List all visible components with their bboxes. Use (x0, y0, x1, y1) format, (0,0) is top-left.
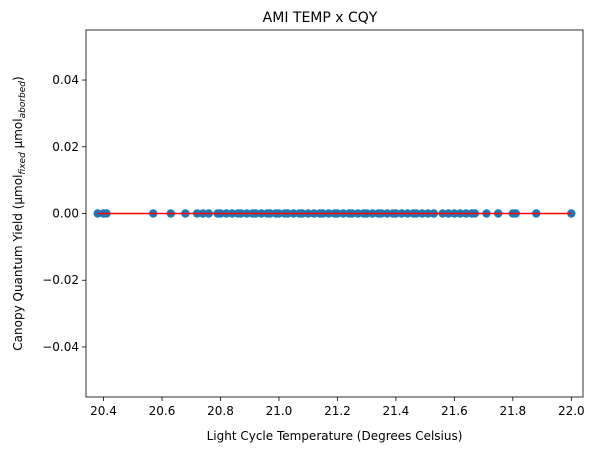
y-axis-label: Canopy Quantum Yield (μmolfixed μmolabor… (11, 76, 28, 350)
chart-title: AMI TEMP x CQY (263, 10, 378, 26)
y-axis-ticks: −0.04 −0.02 0.00 0.02 0.04 (42, 73, 86, 354)
x-tick-label: 21.0 (266, 404, 293, 418)
y-axis-label-prefix: Canopy Quantum Yield (μmol (11, 175, 25, 351)
y-tick-label: 0.02 (52, 140, 79, 154)
x-tick-label: 21.6 (441, 404, 468, 418)
x-axis-label: Light Cycle Temperature (Degrees Celsius… (207, 429, 463, 443)
y-axis-label-sub-absorbed: aborbed (18, 81, 28, 119)
y-axis-label-sub-fixed: fixed (18, 152, 28, 175)
x-tick-label: 20.6 (149, 404, 176, 418)
x-tick-label: 22.0 (558, 404, 585, 418)
x-axis-ticks: 20.4 20.6 20.8 21.0 21.2 21.4 21.6 21.8 22.0 (90, 397, 584, 418)
y-tick-label: −0.02 (42, 273, 79, 287)
y-tick-label: 0.04 (52, 73, 79, 87)
x-tick-label: 20.4 (90, 404, 117, 418)
y-axis-label-suffix: ) (11, 76, 25, 81)
y-tick-label: 0.00 (52, 207, 79, 221)
x-tick-label: 20.8 (207, 404, 234, 418)
x-tick-label: 21.4 (383, 404, 410, 418)
x-tick-label: 21.8 (499, 404, 526, 418)
y-axis-label-middle: μmol (11, 118, 25, 152)
y-tick-label: −0.04 (42, 340, 79, 354)
x-tick-label: 21.2 (324, 404, 351, 418)
